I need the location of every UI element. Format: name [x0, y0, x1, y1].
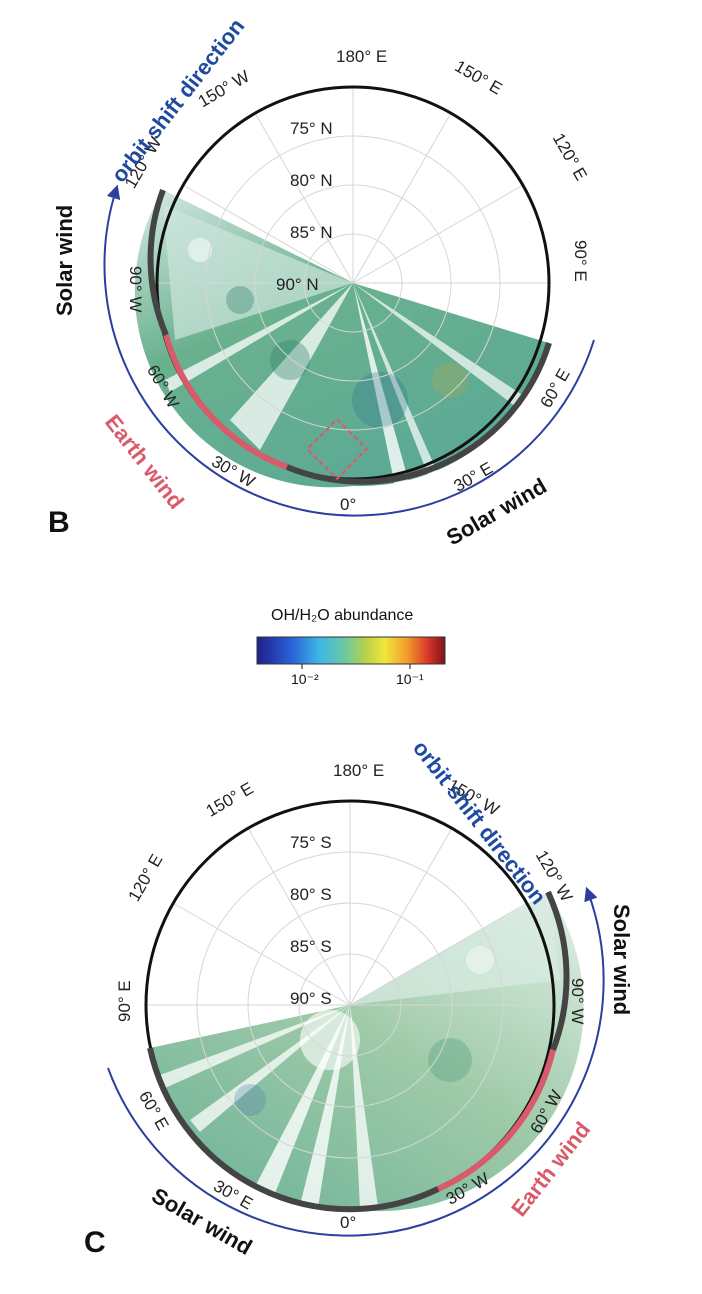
- panel-c-grid: [146, 801, 554, 1159]
- lat-label: 85° S: [290, 937, 332, 956]
- solar-wind-label: Solar wind: [52, 205, 77, 316]
- lon-label: 0°: [340, 495, 356, 514]
- lon-label: 120° E: [549, 130, 591, 184]
- lon-label: 60° E: [536, 365, 573, 411]
- lon-label: 120° E: [124, 851, 166, 905]
- panel-letter: B: [48, 506, 70, 539]
- panel-b-data-swath: [134, 190, 549, 488]
- lon-label: 150° E: [451, 56, 505, 98]
- panel-c-solar-wind-sector-west: [545, 890, 570, 1052]
- colorbar-tick: 10⁻¹: [396, 671, 424, 687]
- solar-wind-label: Solar wind: [609, 904, 634, 1015]
- panel-letter: C: [84, 1226, 106, 1259]
- lat-label: 90° N: [276, 275, 319, 294]
- panel-b-solar-wind-sector-east: [285, 342, 552, 485]
- panel-c-data-swath: [150, 892, 584, 1212]
- panel-c-orbit-arrow: [107, 886, 605, 1237]
- lat-label: 80° N: [290, 171, 333, 190]
- lon-label: 90° W: [568, 978, 587, 1024]
- lat-label: 90° S: [290, 989, 332, 1008]
- panel-b: 75° N 80° N 85° N 90° N 180° E 150° E 12…: [48, 14, 595, 550]
- orbit-shift-label: orbit shift direction: [408, 736, 551, 909]
- colorbar: OH/H₂O abundance 10⁻² 10⁻¹: [256, 607, 446, 687]
- earth-wind-label: Earth wind: [100, 410, 189, 514]
- lon-label: 180° E: [333, 761, 384, 780]
- colorbar-tick: 10⁻²: [291, 671, 319, 687]
- panel-b-earth-wind-sector: [163, 334, 289, 470]
- panel-c-solar-wind-sector-east: [147, 1047, 440, 1213]
- panel-c: 75° S 80° S 85° S 90° S 180° E 150° W 12…: [84, 736, 634, 1260]
- panel-b-region-box: [305, 417, 369, 481]
- lat-label: 75° N: [290, 119, 333, 138]
- colorbar-title: OH/H₂O abundance: [271, 607, 413, 624]
- lon-label: 90° E: [571, 240, 590, 282]
- lon-label: 180° E: [336, 47, 387, 66]
- lon-label: 90° E: [115, 980, 134, 1022]
- panel-b-grid: [157, 87, 549, 431]
- lat-label: 85° N: [290, 223, 333, 242]
- panel-b-orbit-arrow: [103, 184, 595, 517]
- colorbar-gradient: [256, 636, 446, 665]
- lon-label: 30° E: [450, 458, 496, 495]
- lat-label: 80° S: [290, 885, 332, 904]
- orbit-shift-label: orbit shift direction: [106, 14, 249, 187]
- lon-label: 90° W: [126, 266, 145, 312]
- panel-c-earth-wind-sector: [436, 1049, 556, 1192]
- lon-label: 150° E: [203, 779, 257, 821]
- lat-label: 75° S: [290, 833, 332, 852]
- lon-label: 0°: [340, 1213, 356, 1232]
- panel-b-solar-wind-sector-west: [147, 188, 169, 337]
